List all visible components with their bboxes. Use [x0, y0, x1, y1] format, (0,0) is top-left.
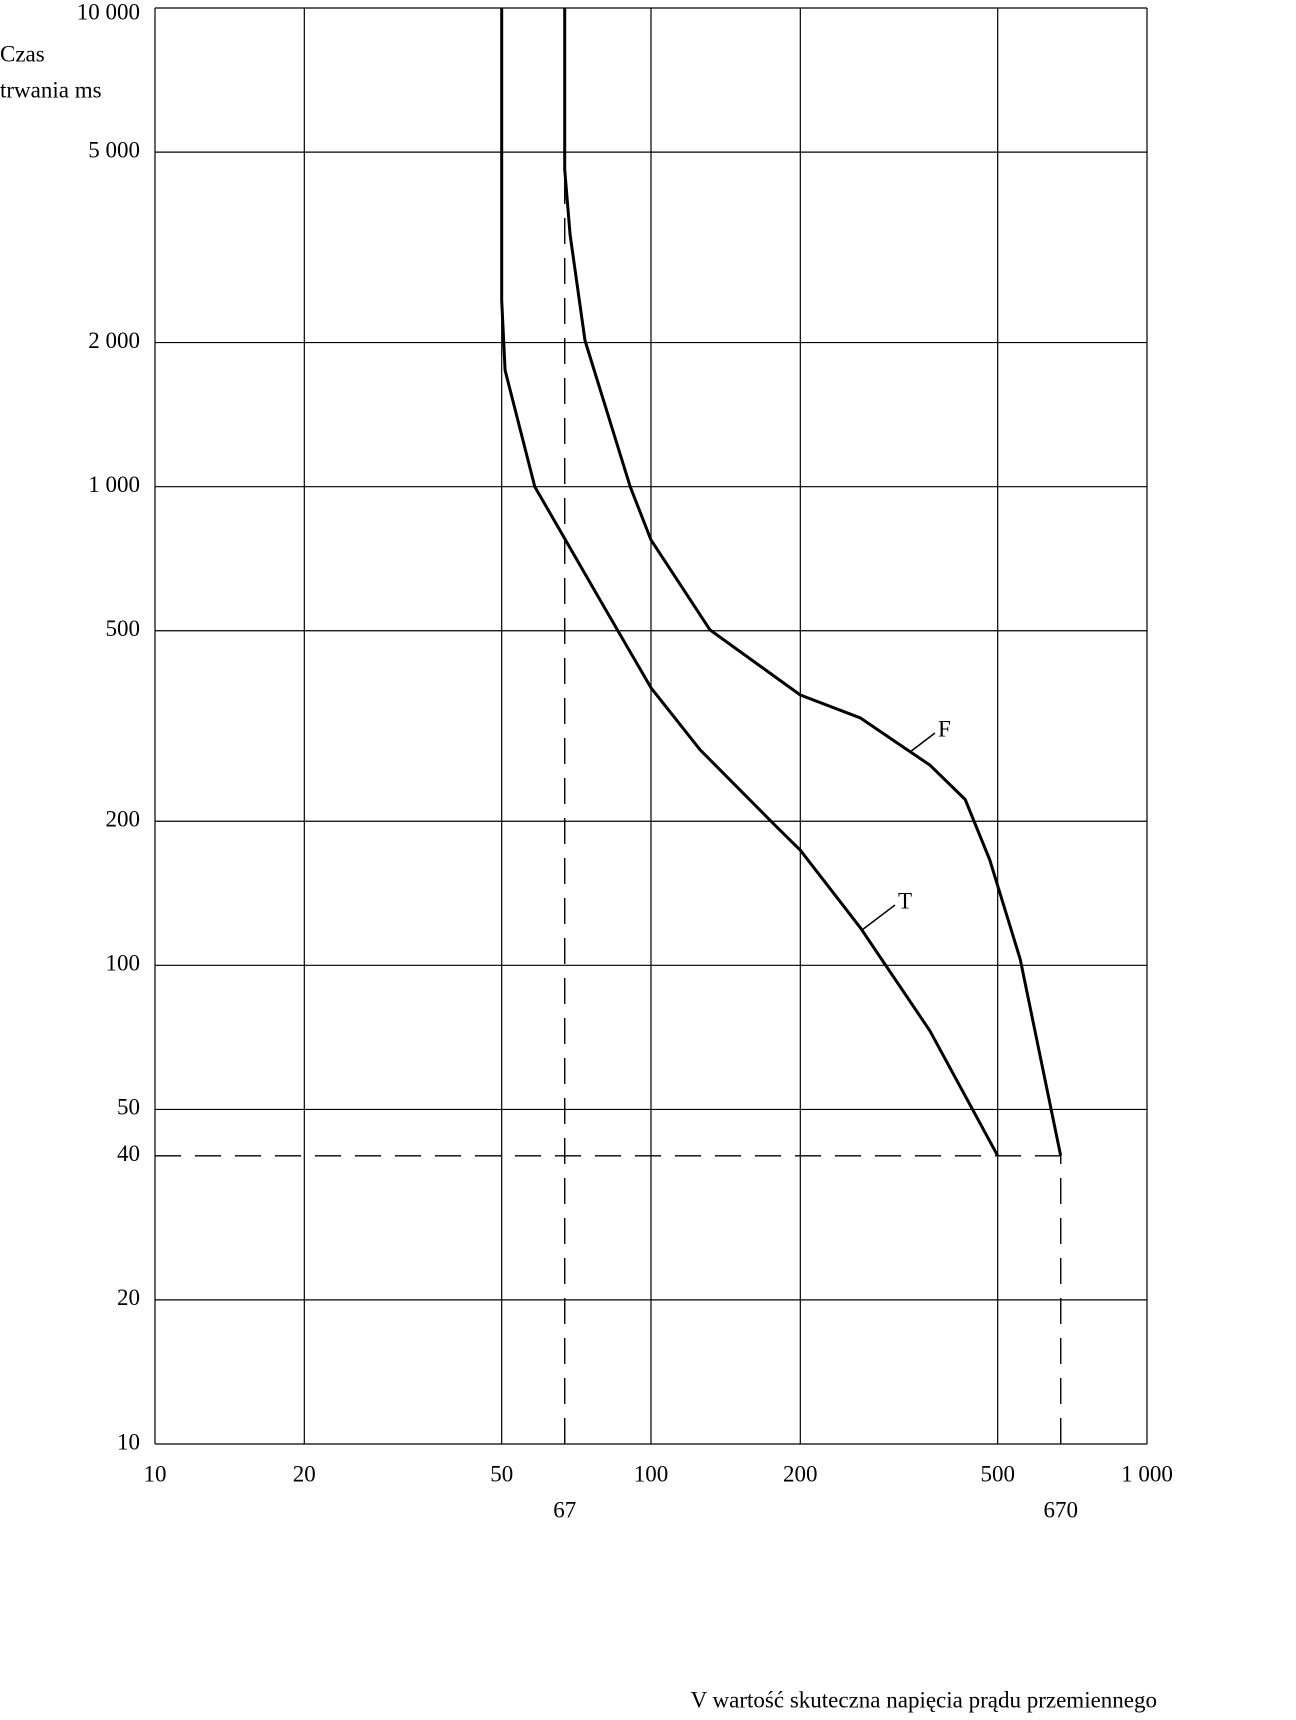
y-tick-label: 5 000	[88, 137, 140, 162]
x-tick-label: 50	[490, 1461, 513, 1486]
y-tick-label: 2 000	[88, 328, 140, 353]
leader-line	[861, 904, 896, 931]
x-tick-label: 200	[783, 1461, 818, 1486]
curve	[500, 8, 1000, 1157]
y-tick-label: 20	[117, 1285, 140, 1310]
x-tick-label: 10	[144, 1461, 167, 1486]
reference-label: 67	[553, 1497, 576, 1522]
series-label: T	[898, 888, 912, 913]
reference-label: 670	[1043, 1497, 1078, 1522]
leader-line	[909, 732, 936, 753]
x-tick-label: 1 000	[1121, 1461, 1173, 1486]
x-tick-label: 500	[980, 1461, 1015, 1486]
x-axis-label: V wartość skuteczna napięcia prądu przem…	[691, 1687, 1157, 1712]
curve	[563, 8, 1063, 1157]
y-tick-label: 100	[106, 951, 141, 976]
series-label: F	[938, 716, 951, 741]
x-tick-label: 20	[293, 1461, 316, 1486]
y-tick-label: 50	[117, 1095, 140, 1120]
y-tick-label: 500	[106, 616, 141, 641]
y-tick-label: 10	[117, 1429, 140, 1454]
reference-label: 40	[117, 1141, 140, 1166]
x-tick-label: 100	[634, 1461, 669, 1486]
y-tick-label: 1 000	[88, 472, 140, 497]
y-tick-label: 10 000	[77, 0, 140, 24]
y-axis-label: trwania ms	[0, 77, 102, 102]
y-axis-label: Czas	[0, 41, 45, 66]
y-tick-label: 200	[106, 807, 141, 832]
